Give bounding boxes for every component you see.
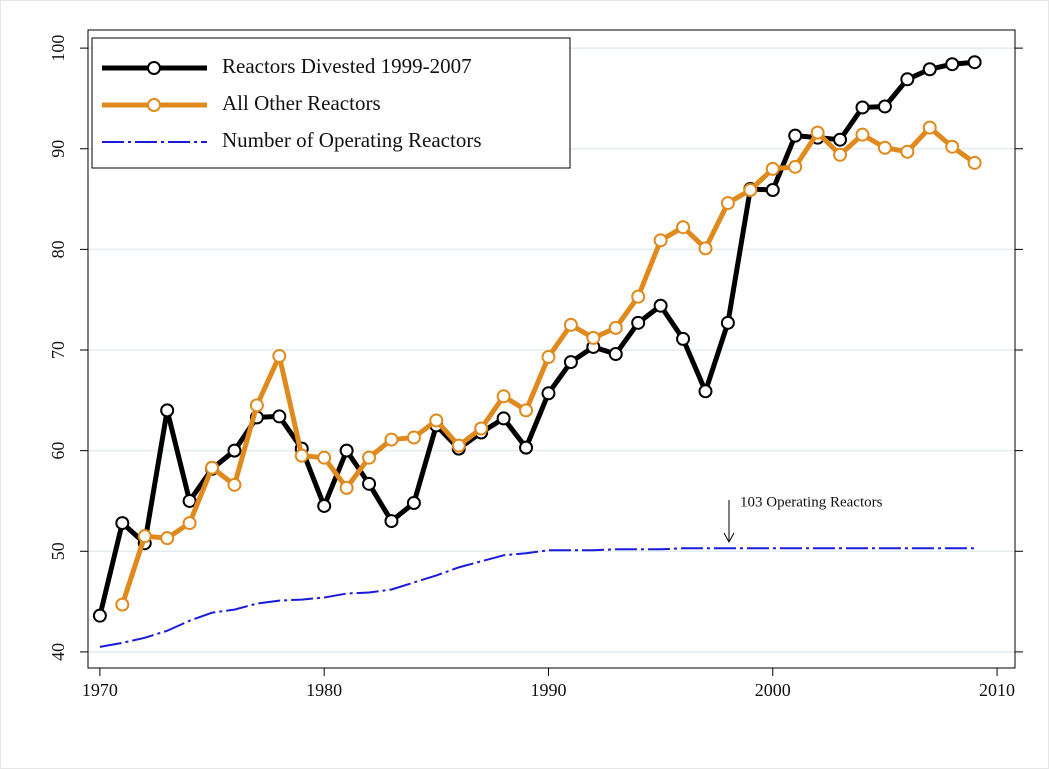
point-marker bbox=[788, 128, 803, 143]
point-marker bbox=[406, 430, 421, 445]
point-marker bbox=[743, 183, 758, 198]
y-tick-label: 60 bbox=[48, 442, 68, 460]
legend-label: All Other Reactors bbox=[222, 91, 381, 115]
point-marker bbox=[810, 125, 825, 140]
point-marker bbox=[967, 155, 982, 170]
point-marker bbox=[339, 480, 354, 495]
point-marker bbox=[900, 144, 915, 159]
legend-marker bbox=[147, 98, 161, 112]
point-marker bbox=[115, 597, 130, 612]
point-marker bbox=[137, 529, 152, 544]
point-marker bbox=[608, 320, 623, 335]
legend-label: Number of Operating Reactors bbox=[222, 128, 482, 152]
x-tick-label: 2010 bbox=[979, 680, 1015, 700]
point-marker bbox=[406, 495, 421, 510]
point-marker bbox=[294, 448, 309, 463]
point-marker bbox=[227, 477, 242, 492]
point-marker bbox=[900, 72, 915, 87]
point-marker bbox=[833, 132, 848, 147]
x-tick-label: 1980 bbox=[306, 680, 342, 700]
point-marker bbox=[967, 55, 982, 70]
y-tick-label: 90 bbox=[48, 140, 68, 158]
point-marker bbox=[788, 159, 803, 174]
point-marker bbox=[272, 349, 287, 364]
point-marker bbox=[92, 608, 107, 623]
y-tick-label: 40 bbox=[48, 643, 68, 661]
point-marker bbox=[922, 120, 937, 135]
point-marker bbox=[362, 476, 377, 491]
point-marker bbox=[182, 493, 197, 508]
point-marker bbox=[317, 498, 332, 513]
legend-marker bbox=[147, 61, 161, 75]
point-marker bbox=[945, 139, 960, 154]
point-marker bbox=[563, 355, 578, 370]
point-marker bbox=[339, 443, 354, 458]
series-line bbox=[97, 59, 975, 617]
point-marker bbox=[676, 331, 691, 346]
point-marker bbox=[227, 443, 242, 458]
point-marker bbox=[833, 147, 848, 162]
point-marker bbox=[855, 127, 870, 142]
point-marker bbox=[541, 350, 556, 365]
point-marker bbox=[855, 100, 870, 115]
point-marker bbox=[496, 411, 511, 426]
point-marker bbox=[631, 289, 646, 304]
y-tick-label: 100 bbox=[48, 35, 68, 62]
point-marker bbox=[653, 233, 668, 248]
point-marker bbox=[586, 330, 601, 345]
point-marker bbox=[676, 220, 691, 235]
annotation: 103 Operating Reactors bbox=[740, 494, 883, 510]
point-marker bbox=[698, 384, 713, 399]
point-marker bbox=[160, 403, 175, 418]
point-marker bbox=[765, 161, 780, 176]
point-marker bbox=[698, 241, 713, 256]
point-marker bbox=[249, 398, 264, 413]
point-marker bbox=[877, 99, 892, 114]
annotation-arrowhead bbox=[723, 532, 735, 544]
point-marker bbox=[429, 413, 444, 428]
legend-label: Reactors Divested 1999-2007 bbox=[222, 54, 472, 78]
point-marker bbox=[765, 183, 780, 198]
point-marker bbox=[272, 409, 287, 424]
point-marker bbox=[160, 531, 175, 546]
point-marker bbox=[541, 386, 556, 401]
point-marker bbox=[720, 196, 735, 211]
point-marker bbox=[563, 317, 578, 332]
point-marker bbox=[608, 347, 623, 362]
point-marker bbox=[945, 57, 960, 72]
x-tick-label: 2000 bbox=[755, 680, 791, 700]
point-marker bbox=[653, 298, 668, 313]
series-line bbox=[99, 547, 975, 648]
x-tick-label: 1970 bbox=[82, 680, 118, 700]
y-tick-label: 50 bbox=[48, 542, 68, 560]
point-marker bbox=[362, 450, 377, 465]
point-marker bbox=[474, 421, 489, 436]
point-marker bbox=[496, 389, 511, 404]
point-marker bbox=[451, 438, 466, 453]
point-marker bbox=[317, 450, 332, 465]
point-marker bbox=[922, 62, 937, 77]
plot-frame bbox=[87, 29, 1016, 669]
point-marker bbox=[877, 140, 892, 155]
x-tick-label: 1990 bbox=[530, 680, 566, 700]
point-marker bbox=[519, 403, 534, 418]
point-marker bbox=[631, 315, 646, 330]
point-marker bbox=[205, 460, 220, 475]
point-marker bbox=[384, 514, 399, 529]
y-tick-label: 80 bbox=[48, 240, 68, 258]
point-marker bbox=[182, 516, 197, 531]
point-marker bbox=[720, 315, 735, 330]
point-marker bbox=[384, 432, 399, 447]
y-tick-label: 70 bbox=[48, 341, 68, 359]
point-marker bbox=[115, 516, 130, 531]
point-marker bbox=[519, 440, 534, 455]
